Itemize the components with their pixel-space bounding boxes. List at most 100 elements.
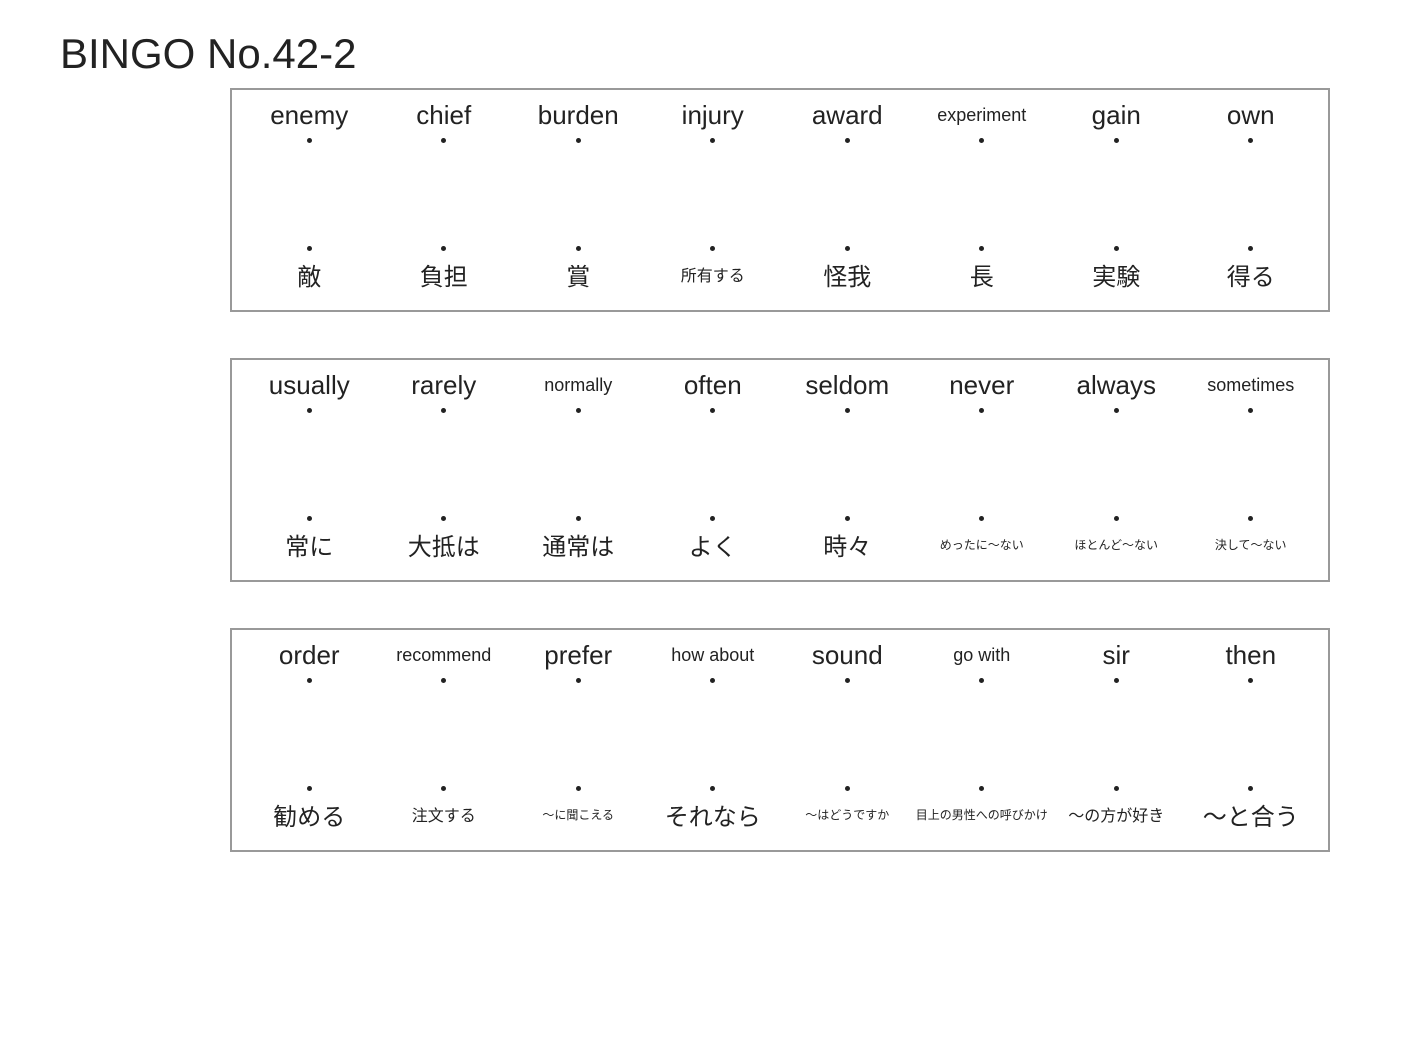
dot-icon [979, 516, 984, 521]
dot-icon [1248, 408, 1253, 413]
dot-icon [307, 786, 312, 791]
dot-icon [576, 516, 581, 521]
dot-icon [710, 138, 715, 143]
top-word-row: usually rarely normally often seldom nev… [242, 368, 1318, 402]
dot-icon [845, 516, 850, 521]
gap-row [242, 148, 1318, 240]
dot-icon [710, 246, 715, 251]
dot-cell [1184, 132, 1319, 148]
bottom-dot-row [242, 240, 1318, 256]
dot-cell [1049, 780, 1184, 796]
bottom-jp-row: 敵 負担 賞 所有する 怪我 長 実験 得る [242, 256, 1318, 292]
dot-icon [710, 408, 715, 413]
dot-cell [646, 780, 781, 796]
dot-cell [511, 240, 646, 256]
gap-row [242, 418, 1318, 510]
word-cell: burden [511, 98, 646, 132]
dot-cell [242, 402, 377, 418]
word-cell: usually [242, 368, 377, 402]
jp-cell: 勧める [242, 796, 377, 832]
dot-cell [1049, 240, 1184, 256]
dot-cell [511, 132, 646, 148]
jp-cell: 得る [1184, 256, 1319, 292]
dot-cell [780, 780, 915, 796]
dot-icon [710, 516, 715, 521]
jp-cell: 時々 [780, 526, 915, 562]
dot-icon [576, 408, 581, 413]
dot-cell [646, 672, 781, 688]
jp-cell: 決して～ない [1184, 526, 1319, 562]
dot-cell [511, 780, 646, 796]
top-word-row: order recommend prefer how about sound g… [242, 638, 1318, 672]
boxes-container: enemy chief burden injury award experime… [230, 88, 1344, 852]
jp-cell: 長 [915, 256, 1050, 292]
word-cell: order [242, 638, 377, 672]
dot-icon [1248, 786, 1253, 791]
dot-cell [377, 672, 512, 688]
dot-icon [307, 246, 312, 251]
dot-icon [979, 246, 984, 251]
word-cell: seldom [780, 368, 915, 402]
dot-cell [1049, 132, 1184, 148]
jp-cell: 目上の男性への呼びかけ [915, 796, 1050, 832]
dot-cell [242, 672, 377, 688]
dot-icon [1114, 246, 1119, 251]
dot-cell [1184, 672, 1319, 688]
dot-icon [307, 516, 312, 521]
dot-cell [1049, 402, 1184, 418]
dot-icon [979, 408, 984, 413]
word-cell: gain [1049, 98, 1184, 132]
dot-icon [845, 408, 850, 413]
dot-cell [780, 132, 915, 148]
dot-cell [915, 132, 1050, 148]
dot-cell [1184, 402, 1319, 418]
word-cell: prefer [511, 638, 646, 672]
dot-icon [845, 246, 850, 251]
dot-icon [1114, 678, 1119, 683]
word-cell: how about [646, 638, 781, 672]
word-cell: injury [646, 98, 781, 132]
dot-cell [915, 780, 1050, 796]
word-cell: chief [377, 98, 512, 132]
bottom-jp-row: 常に 大抵は 通常は よく 時々 めったに～ない ほとんど～ない 決して～ない [242, 526, 1318, 562]
gap-row [242, 688, 1318, 780]
dot-icon [1248, 678, 1253, 683]
jp-cell: ～はどうですか [780, 796, 915, 832]
dot-cell [780, 240, 915, 256]
jp-cell: 注文する [377, 796, 512, 832]
word-cell: always [1049, 368, 1184, 402]
jp-cell: ～と合う [1184, 796, 1319, 832]
dot-cell [1184, 240, 1319, 256]
dot-icon [441, 786, 446, 791]
top-word-row: enemy chief burden injury award experime… [242, 98, 1318, 132]
dot-cell [377, 510, 512, 526]
dot-cell [915, 510, 1050, 526]
dot-icon [576, 678, 581, 683]
dot-cell [780, 510, 915, 526]
word-cell: award [780, 98, 915, 132]
dot-cell [511, 402, 646, 418]
jp-cell: 実験 [1049, 256, 1184, 292]
dot-cell [377, 240, 512, 256]
jp-cell: ～の方が好き [1049, 796, 1184, 832]
dot-icon [979, 786, 984, 791]
bottom-jp-row: 勧める 注文する ～に聞こえる それなら ～はどうですか 目上の男性への呼びかけ… [242, 796, 1318, 832]
word-cell: experiment [915, 98, 1050, 132]
dot-icon [710, 678, 715, 683]
word-cell: sound [780, 638, 915, 672]
dot-cell [1049, 672, 1184, 688]
dot-icon [1114, 786, 1119, 791]
dot-cell [646, 132, 781, 148]
jp-cell: 賞 [511, 256, 646, 292]
dot-icon [307, 408, 312, 413]
dot-cell [1184, 780, 1319, 796]
dot-cell [1184, 510, 1319, 526]
jp-cell: よく [646, 526, 781, 562]
bingo-box-1: enemy chief burden injury award experime… [230, 88, 1330, 312]
dot-icon [1248, 516, 1253, 521]
dot-cell [915, 240, 1050, 256]
word-cell: never [915, 368, 1050, 402]
dot-cell [377, 132, 512, 148]
word-cell: sometimes [1184, 368, 1319, 402]
dot-icon [307, 678, 312, 683]
